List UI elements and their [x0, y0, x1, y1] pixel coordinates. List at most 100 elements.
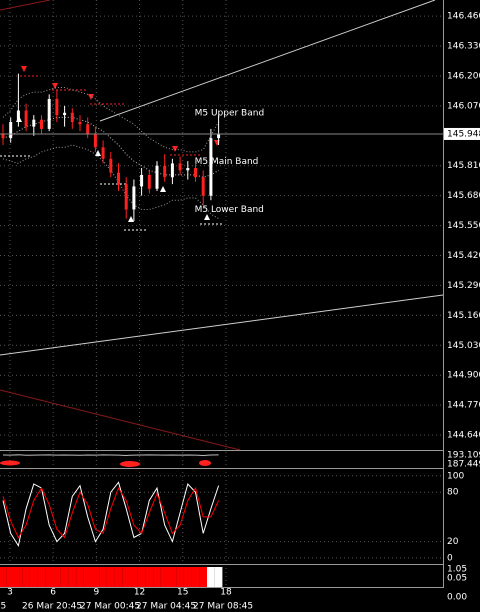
candle-body: [147, 174, 151, 189]
band-line: [2, 116, 219, 178]
bar: [160, 567, 169, 587]
bar: [214, 567, 223, 587]
candle-body: [163, 165, 167, 178]
bar: [191, 567, 200, 587]
candle-body: [63, 112, 67, 116]
x-tick-label: 6: [50, 588, 56, 598]
y-tick-label: 187.4492: [447, 459, 480, 469]
candle-body: [16, 110, 20, 122]
y-tick-label: 144.770: [447, 401, 480, 411]
y-tick-label: 80: [447, 488, 459, 498]
buy-arrow: [128, 216, 134, 222]
candle-body: [132, 186, 136, 210]
y-tick-label: 145.550: [447, 221, 480, 231]
candle-body: [40, 119, 43, 129]
y-tick-label: 144.900: [447, 371, 480, 381]
y-tick-label: 145.810: [447, 161, 480, 171]
y-tick-label: 100: [447, 471, 464, 481]
bar: [91, 567, 100, 587]
bar: [207, 567, 215, 587]
candle-body: [178, 163, 182, 171]
trendline: [0, 294, 444, 356]
buy-arrow: [160, 186, 166, 192]
bar: [83, 567, 92, 587]
candle-body: [86, 124, 90, 134]
candle-body: [109, 158, 113, 173]
candle-body: [32, 119, 36, 127]
x-tick-label: 3: [7, 588, 13, 598]
candle-body: [117, 172, 120, 185]
bar: [22, 567, 30, 587]
time-label: 27 Mar 00:45: [80, 602, 140, 612]
candle-body: [155, 165, 159, 189]
candle-body: [78, 121, 82, 125]
y-tick-label: 145.290: [447, 281, 480, 291]
y-tick-label: 144.640: [447, 431, 480, 441]
bar: [183, 567, 192, 587]
bar: [6, 567, 15, 587]
y-tick-label: 145.680: [447, 191, 480, 201]
candle-body: [209, 138, 213, 196]
candle-body: [217, 133, 221, 139]
band-line: [2, 144, 219, 220]
y-tick-label: 0.05: [447, 574, 467, 584]
sell-arrow: [21, 66, 27, 72]
stochastic-line: [2, 486, 220, 539]
blob: [0, 460, 20, 466]
band-label: M5 Upper Band: [195, 108, 265, 118]
time-label: 8:45: [0, 602, 6, 612]
bar: [14, 567, 23, 587]
band-label: M5 Lower Band: [195, 205, 264, 215]
y-tick-label: 146.460: [447, 12, 480, 22]
y-tick-label: 145.160: [447, 311, 480, 321]
bar: [153, 567, 161, 587]
cci-blobs: [0, 460, 211, 467]
candle-body: [93, 133, 97, 148]
y-tick-label: 145.030: [447, 341, 480, 351]
candle-body: [70, 112, 74, 122]
y-tick-label: 0.00: [447, 593, 467, 603]
bar: [68, 567, 77, 587]
bar: [37, 567, 46, 587]
x-tick-label: 12: [134, 588, 145, 598]
x-tick-label: 9: [93, 588, 99, 598]
candle-body: [1, 133, 5, 139]
bar: [45, 567, 53, 587]
bar: [199, 567, 207, 587]
sell-arrow: [88, 94, 94, 100]
bar: [106, 567, 115, 587]
bar: [130, 567, 138, 587]
y-tick-label: 20: [447, 537, 459, 547]
candle-body: [201, 177, 205, 196]
candle-body: [124, 184, 128, 210]
y-tick-label: 0: [447, 554, 453, 564]
x-tick-label: 15: [177, 588, 188, 598]
trendline: [0, 0, 51, 11]
bar: [76, 567, 84, 587]
candle-body: [9, 121, 13, 139]
y-tick-label: 145.420: [447, 251, 480, 261]
buy-arrow: [204, 214, 210, 220]
sell-arrow: [52, 83, 58, 89]
candle-body: [140, 174, 144, 187]
stochastic-line: [2, 481, 220, 548]
bar: [60, 567, 69, 587]
bar: [122, 567, 130, 587]
bar: [99, 567, 107, 587]
blob: [199, 460, 211, 466]
candle-body: [55, 98, 59, 116]
bar: [53, 567, 61, 587]
candle-body: [194, 168, 197, 178]
bar: [114, 567, 123, 587]
trendline: [0, 389, 241, 451]
candle-body: [24, 110, 28, 127]
x-tick-label: 18: [220, 588, 232, 598]
last-price-box: [444, 127, 480, 140]
buy-arrow: [95, 150, 101, 156]
sell-arrow: [172, 146, 178, 152]
blob: [120, 461, 140, 467]
last-price-label: 145.948: [447, 129, 480, 139]
candle-body: [170, 163, 174, 178]
